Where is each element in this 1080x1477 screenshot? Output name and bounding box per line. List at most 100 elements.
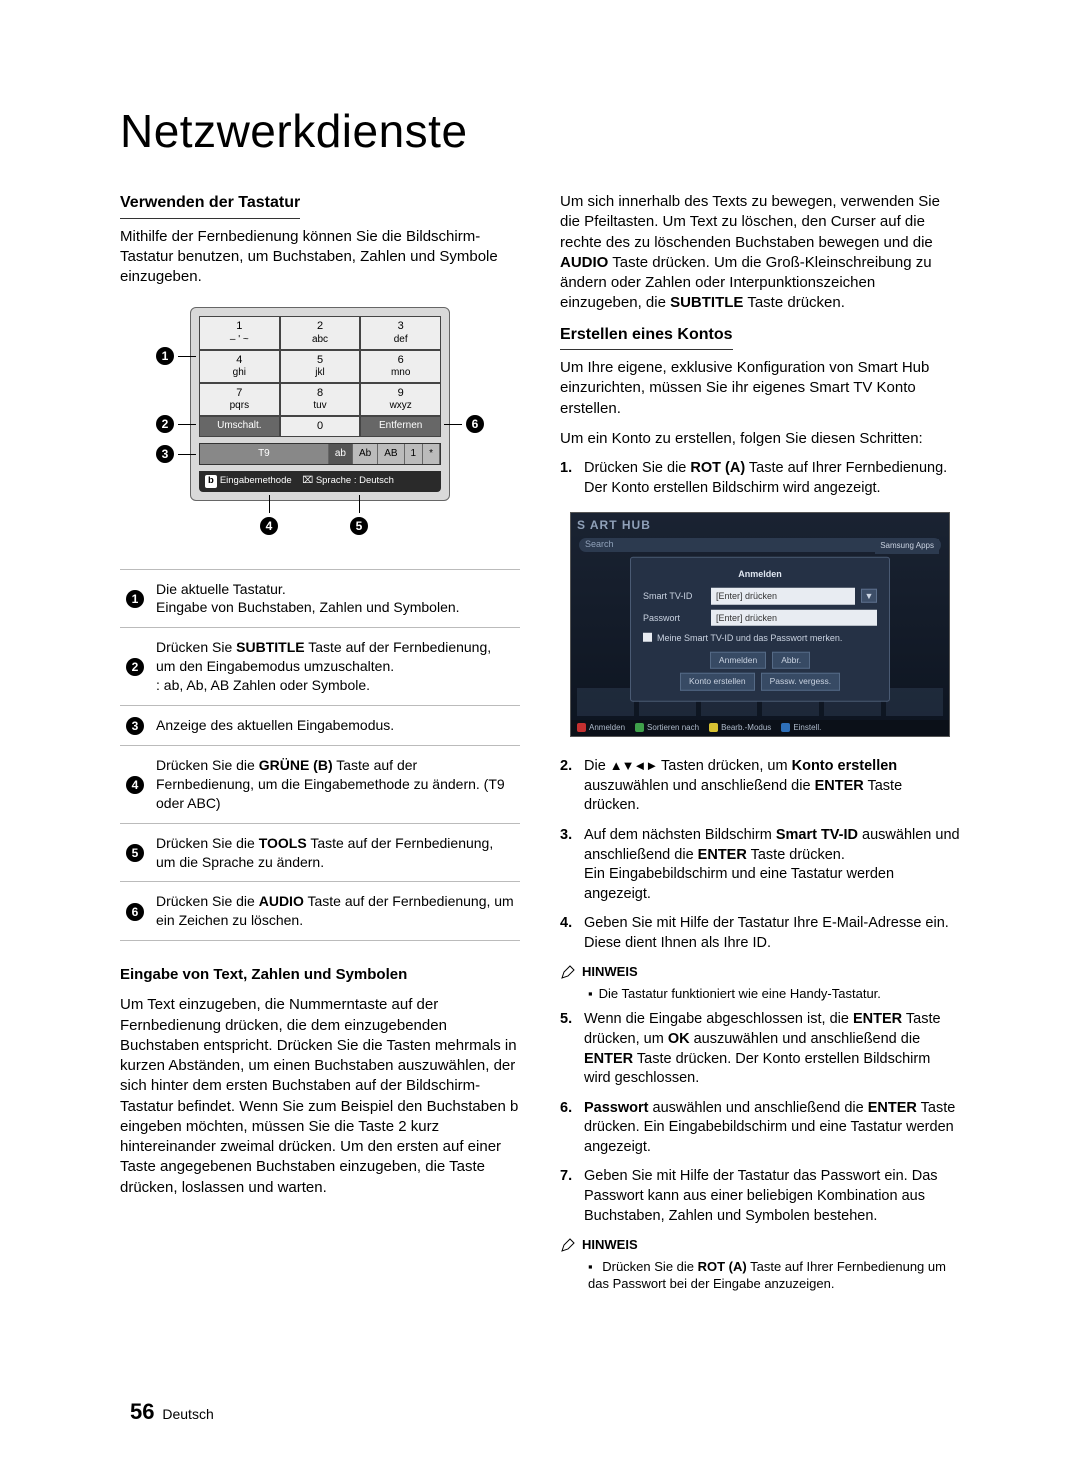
steps-list-bottom: 5. Wenn die Eingabe abgeschlossen ist, d… [560,1010,960,1226]
id-dropdown-icon: ▼ [861,589,877,603]
legend-text: Drücken Sie die AUDIO Taste auf der Fern… [150,882,520,941]
callout-3: 3 [156,445,196,463]
remember-row: Meine Smart TV-ID und das Passwort merke… [643,631,877,643]
input-paragraph: Um Text einzugeben, die Nummerntaste auf… [120,995,520,1198]
steps-list-top: 1. Drücken Sie die ROT (A) Taste auf Ihr… [560,459,960,498]
callout-1: 1 [156,347,196,365]
steps-list-middle: 2. Die ▲▼◄► Tasten drücken, um Konto ers… [560,757,960,953]
forgot-pw-button: Passw. vergess. [761,673,840,690]
step-6: 6. Passwort auswählen und anschließend d… [560,1099,960,1158]
move-text-paragraph: Um sich innerhalb des Texts zu bewegen, … [560,192,960,314]
note-1: HINWEIS [560,963,960,981]
mode-tab: ab [329,444,353,464]
note-2: HINWEIS [560,1236,960,1254]
heading-keyboard: Verwenden der Tastatur [120,192,300,219]
key-cell: 5jkl [280,350,361,383]
keyboard-modes: T9 abAbAB1* [199,443,441,465]
page-title: Netzwerkdienste [120,100,960,162]
pencil-icon [560,964,576,980]
keyboard-bottombar: bEingabemethode ⌧ Sprache : Deutsch [199,471,441,492]
pw-label: Passwort [643,611,705,623]
heading-account: Erstellen eines Kontos [560,324,733,351]
key-cell: 4ghi [199,350,280,383]
remember-checkbox [643,633,652,642]
smarthub-figure: S ART HUB Search 🔍 Samsung Apps Anmelden… [570,512,950,737]
callout-num-5: 5 [350,517,368,535]
step-3: 3. Auf dem nächsten Bildschirm Smart TV-… [560,826,960,904]
content-columns: Verwenden der Tastatur Mithilfe der Fern… [120,192,960,1301]
step-7: 7. Geben Sie mit Hilfe der Tastatur das … [560,1167,960,1226]
dialog-title: Anmelden [643,568,877,580]
callout-num-3: 3 [156,445,174,463]
cancel-button: Abbr. [772,652,810,669]
callout-2: 2 [156,415,196,433]
legend-text: Drücken Sie die TOOLS Taste auf der Fern… [150,823,520,882]
heading-input: Eingabe von Text, Zahlen und Symbolen [120,965,520,985]
remember-label: Meine Smart TV-ID und das Passwort merke… [657,631,842,643]
tools-text: Sprache : Deutsch [316,475,394,486]
callout-num-1: 1 [156,347,174,365]
id-input: [Enter] drücken [711,588,855,604]
mode-tab: 1 [405,444,424,464]
account-intro-2: Um ein Konto zu erstellen, folgen Sie di… [560,429,960,449]
id-label: Smart TV-ID [643,590,705,602]
b-badge: b [205,475,217,488]
legend-text: Drücken Sie die GRÜNE (B) Taste auf der … [150,745,520,823]
step-5: 5. Wenn die Eingabe abgeschlossen ist, d… [560,1010,960,1088]
page-lang: Deutsch [162,1406,213,1422]
keyboard-figure: 1 2 3 6 4 5 1– ' ~2abc3def4ghi5jkl6mno7p… [190,307,450,500]
step-1: 1. Drücken Sie die ROT (A) Taste auf Ihr… [560,459,960,498]
callout-5: 5 [350,495,368,535]
step-4: 4. Geben Sie mit Hilfe der Tastatur Ihre… [560,914,960,953]
note-2-bullets: Drücken Sie die ROT (A) Taste auf Ihrer … [588,1258,960,1293]
tools-icon: ⌧ [302,475,313,486]
legend-num: 6 [126,903,144,921]
note-2-bullet-1: Drücken Sie die ROT (A) Taste auf Ihrer … [588,1258,960,1293]
callout-4: 4 [260,495,278,535]
legend-text: Anzeige des aktuellen Eingabemodus. [150,705,520,745]
login-dialog: Anmelden Smart TV-ID [Enter] drücken ▼ P… [630,557,890,702]
mode-tab: AB [378,444,404,464]
legend-num: 2 [126,658,144,676]
callout-num-4: 4 [260,517,278,535]
login-button: Anmelden [710,652,766,669]
step-2: 2. Die ▲▼◄► Tasten drücken, um Konto ers… [560,757,960,816]
hub-footer: Anmelden Sortieren nach Bearb.-Modus Ein… [571,720,949,737]
keyboard-intro: Mithilfe der Fernbedienung können Sie di… [120,227,520,288]
key-cell: 6mno [360,350,441,383]
page-footer: 56 Deutsch [130,1397,214,1427]
create-account-button: Konto erstellen [680,673,755,690]
right-column: Um sich innerhalb des Texts zu bewegen, … [560,192,960,1301]
key-cell: 2abc [280,316,361,349]
note-1-bullet-1: Die Tastatur funktioniert wie eine Handy… [588,985,960,1003]
mode-tab: * [423,444,440,464]
mode-prefix: T9 [200,444,329,464]
callout-num-2: 2 [156,415,174,433]
legend-num: 5 [126,844,144,862]
mode-tab: Ab [353,444,378,464]
legend-text: Die aktuelle Tastatur. Eingabe von Buchs… [150,569,520,628]
legend-num: 1 [126,590,144,608]
key-zero: 0 [280,416,361,437]
page-number: 56 [130,1399,154,1424]
pencil-icon [560,1237,576,1253]
note-1-bullets: Die Tastatur funktioniert wie eine Handy… [588,985,960,1003]
legend-num: 3 [126,717,144,735]
callout-6: 6 [444,415,484,433]
b-text: Eingabemethode [220,475,292,486]
legend-text: Drücken Sie SUBTITLE Taste auf der Fernb… [150,628,520,706]
account-intro-1: Um Ihre eigene, exklusive Konfiguration … [560,358,960,419]
key-delete: Entfernen [360,416,441,437]
keyboard-grid: 1– ' ~2abc3def4ghi5jkl6mno7pqrs8tuv9wxyz… [190,307,450,500]
key-cell: 8tuv [280,383,361,416]
left-column: Verwenden der Tastatur Mithilfe der Fern… [120,192,520,1301]
key-cell: 3def [360,316,441,349]
key-shift: Umschalt. [199,416,280,437]
samsung-apps-label: Samsung Apps [875,539,939,554]
key-cell: 1– ' ~ [199,316,280,349]
keyboard-legend: 1 Die aktuelle Tastatur. Eingabe von Buch… [120,569,520,942]
key-cell: 9wxyz [360,383,441,416]
pw-input: [Enter] drücken [711,609,877,625]
smarthub-logo: S ART HUB [577,517,651,533]
callout-num-6: 6 [466,415,484,433]
